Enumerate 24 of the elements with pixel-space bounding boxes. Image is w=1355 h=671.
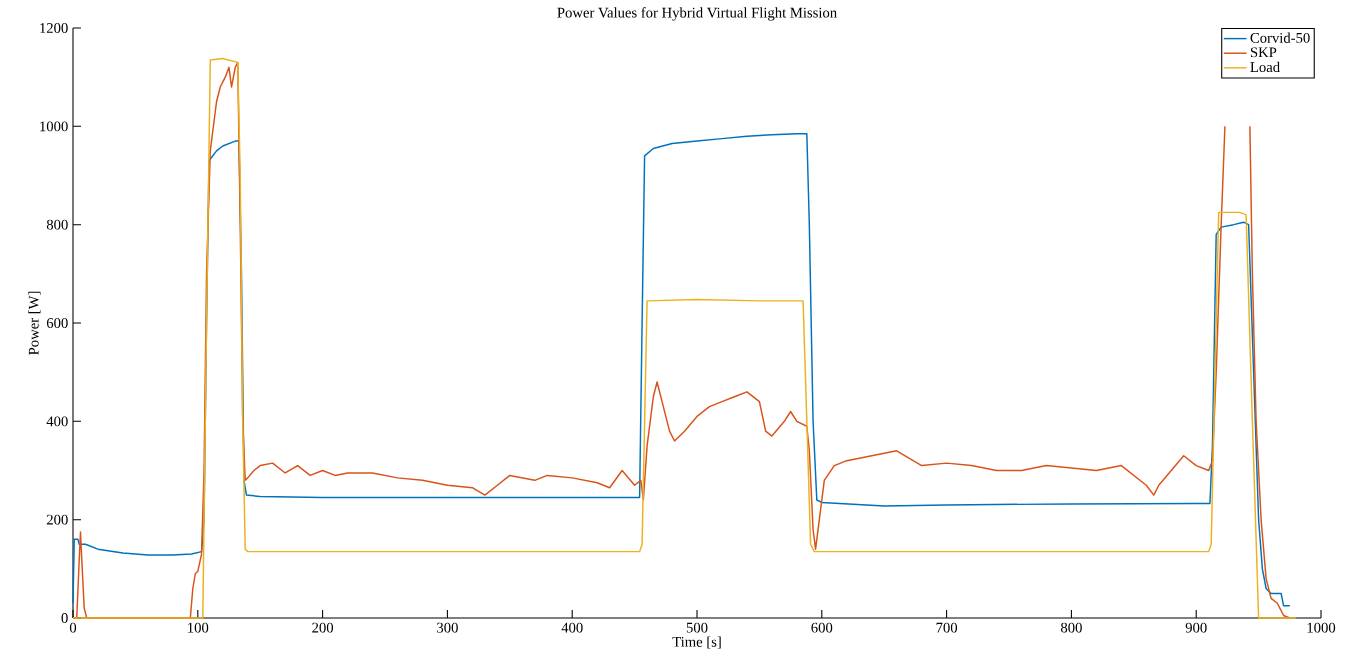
x-tick-label: 300 xyxy=(437,622,458,633)
x-tick-label: 600 xyxy=(811,622,833,633)
x-tick-label: 800 xyxy=(1060,622,1082,633)
x-tick-label: 500 xyxy=(686,622,708,633)
legend-label: Corvid-50 xyxy=(1250,32,1310,43)
y-tick-label: 200 xyxy=(46,514,68,525)
y-tick-label: 1000 xyxy=(40,121,68,132)
legend-label: Load xyxy=(1250,61,1280,73)
y-tick-label: 800 xyxy=(46,219,68,230)
x-tick-label: 700 xyxy=(936,622,958,633)
chart-title: Power Values for Hybrid Virtual Flight Mission xyxy=(557,7,837,21)
y-tick-label: 0 xyxy=(61,613,68,623)
y-axis-title: Power [W] xyxy=(28,291,41,355)
x-tick-label: 0 xyxy=(69,622,77,633)
y-tick-label: 1200 xyxy=(40,23,68,33)
x-tick-label: 200 xyxy=(312,622,334,633)
legend-label: SKP xyxy=(1250,47,1277,58)
y-tick-label: 400 xyxy=(46,416,68,427)
y-tick-label: 600 xyxy=(46,318,68,328)
x-tick-label: 100 xyxy=(188,622,209,633)
x-tick-label: 1000 xyxy=(1307,622,1336,633)
x-axis-title: Time [s] xyxy=(672,636,721,649)
x-tick-label: 900 xyxy=(1185,622,1207,633)
x-tick-label: 400 xyxy=(561,622,583,633)
